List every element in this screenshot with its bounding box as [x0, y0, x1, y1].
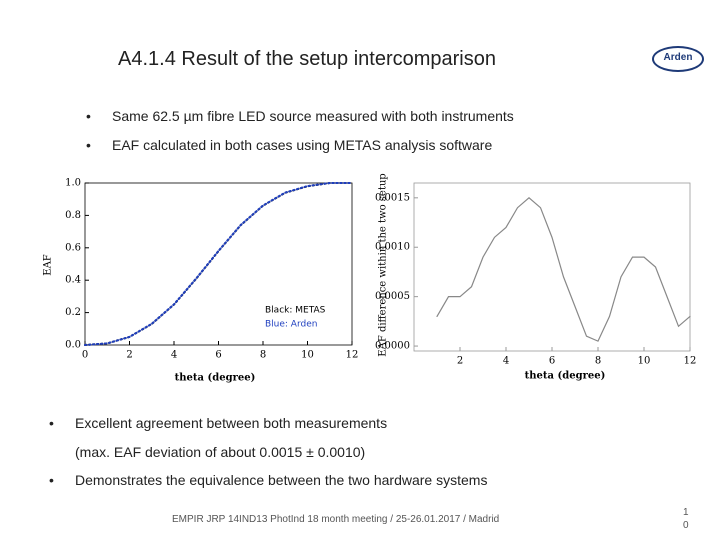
bullet: Excellent agreement between both measure… — [49, 415, 387, 431]
x-tick-label: 12 — [346, 350, 359, 361]
y-tick-label: 0.8 — [65, 210, 81, 221]
y-tick-label: 0.0010 — [375, 242, 410, 253]
x-tick-label: 4 — [503, 356, 509, 367]
y-tick-label: 0.0 — [65, 340, 81, 351]
y-tick-label: 0.4 — [65, 275, 81, 286]
x-tick-label: 2 — [126, 350, 132, 361]
data-line — [436, 197, 691, 342]
y-tick-label: 0.0015 — [375, 192, 410, 203]
bullet-continuation: (max. EAF deviation of about 0.0015 ± 0.… — [75, 444, 366, 460]
x-tick-label: 10 — [638, 356, 651, 367]
legend-entry: Black: METAS — [265, 306, 326, 316]
y-axis-label: EAF difference within the two setup — [378, 173, 389, 356]
x-tick-label: 12 — [684, 356, 697, 367]
footer-text: EMPIR JRP 14IND13 PhotInd 18 month meeti… — [172, 514, 500, 525]
legend-entry: Blue: Arden — [265, 320, 317, 330]
x-tick-label: 6 — [215, 350, 221, 361]
x-tick-label: 10 — [301, 350, 314, 361]
x-tick-label: 4 — [171, 350, 177, 361]
x-axis-label: theta (degree) — [525, 371, 606, 382]
y-axis-label: EAF — [43, 254, 54, 276]
x-tick-label: 0 — [82, 350, 88, 361]
page-number: 10 — [683, 507, 689, 531]
slide-title: A4.1.4 Result of the setup intercomparis… — [118, 48, 496, 70]
x-tick-label: 6 — [549, 356, 555, 367]
y-tick-label: 0.0000 — [375, 341, 410, 352]
y-tick-label: 0.2 — [65, 307, 81, 318]
x-axis-label: theta (degree) — [175, 373, 256, 384]
x-tick-label: 2 — [457, 356, 463, 367]
y-tick-label: 0.0005 — [375, 291, 410, 302]
y-tick-label: 1.0 — [65, 178, 81, 189]
bullet: Demonstrates the equivalence between the… — [49, 472, 487, 488]
data-line — [84, 182, 353, 346]
bullet: Same 62.5 µm fibre LED source measured w… — [86, 108, 514, 124]
bullet: EAF calculated in both cases using METAS… — [86, 137, 492, 153]
logo: Arden — [652, 46, 704, 72]
plot-frame — [413, 182, 691, 352]
x-tick-label: 8 — [595, 356, 601, 367]
x-tick-label: 8 — [260, 350, 266, 361]
y-tick-label: 0.6 — [65, 242, 81, 253]
